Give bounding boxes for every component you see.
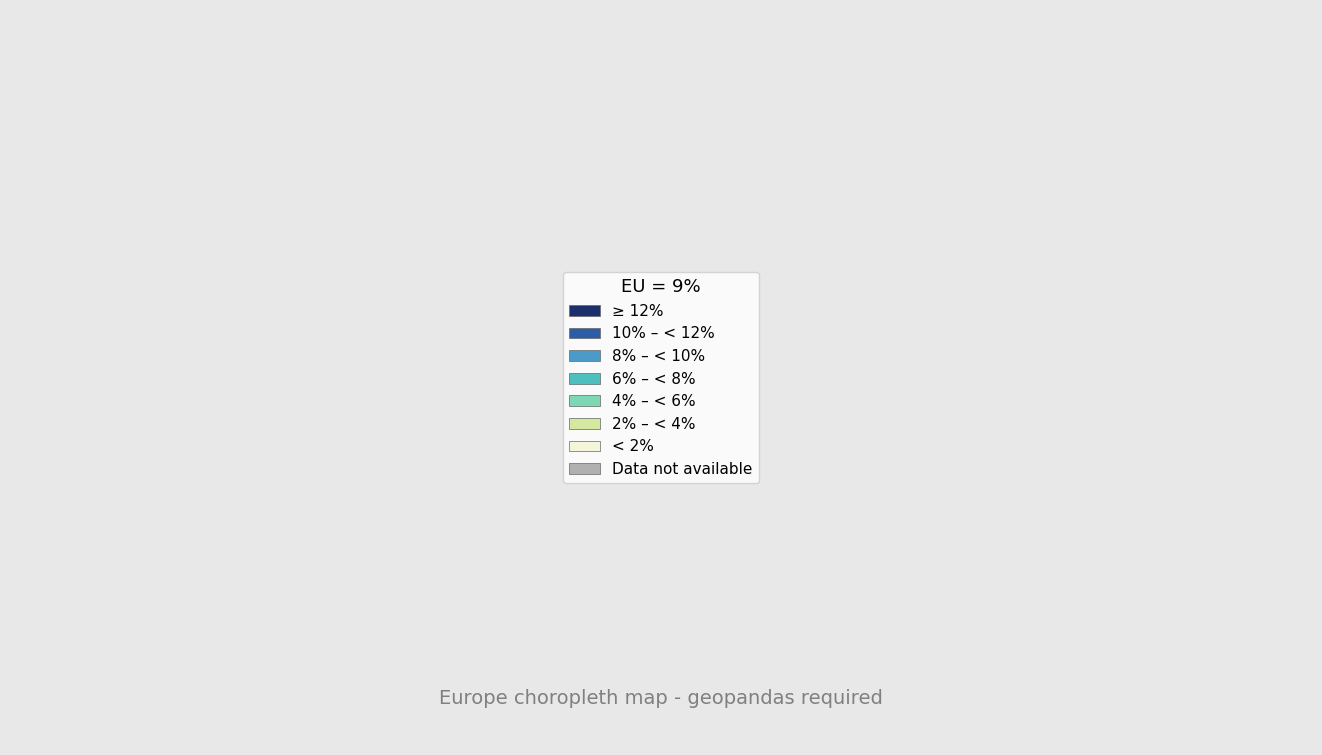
- Text: Europe choropleth map - geopandas required: Europe choropleth map - geopandas requir…: [439, 689, 883, 707]
- Legend: ≥ 12%, 10% – < 12%, 8% – < 10%, 6% – < 8%, 4% – < 6%, 2% – < 4%, < 2%, Data not : ≥ 12%, 10% – < 12%, 8% – < 10%, 6% – < 8…: [563, 272, 759, 483]
